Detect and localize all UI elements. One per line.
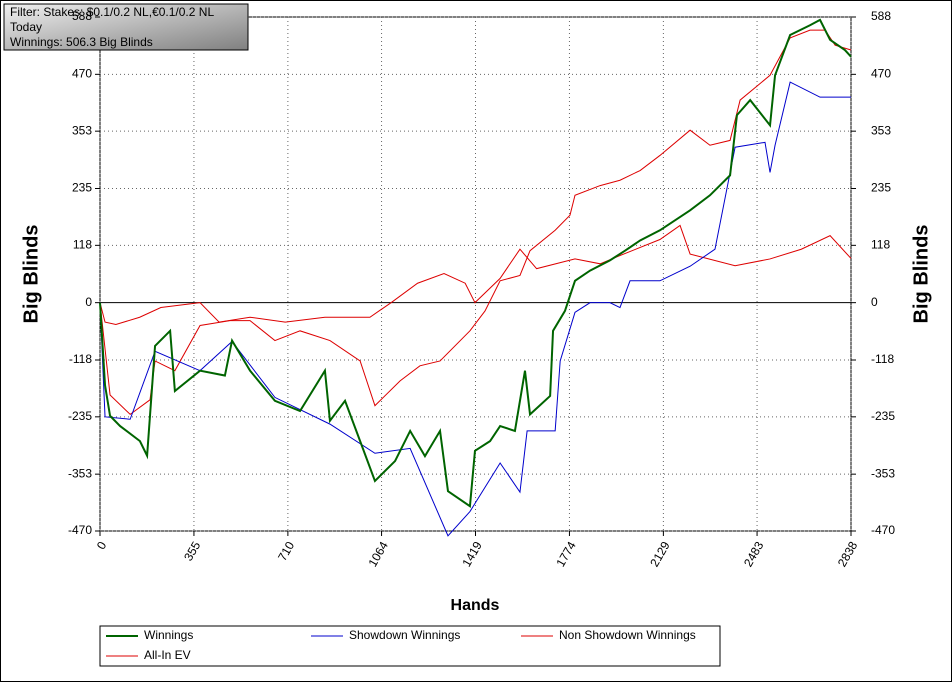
series-line [99, 224, 852, 326]
y2-tick-label: 235 [871, 181, 891, 195]
y-tick-label: 353 [72, 123, 92, 137]
info-line: Winnings: 506.3 Big Blinds [10, 35, 153, 49]
y-tick-label: -353 [68, 466, 92, 480]
y-axis-label: Big Blinds [20, 225, 42, 324]
info-box [3, 3, 249, 51]
y-tick-label: 588 [72, 9, 92, 23]
y2-tick-label: 0 [871, 295, 878, 309]
legend-label: Showdown Winnings [349, 628, 460, 642]
x-axis-label: Hands [451, 597, 500, 614]
legend [99, 625, 721, 667]
y-tick-label: 235 [72, 181, 92, 195]
y2-tick-label: -470 [871, 523, 895, 537]
y2-tick-label: -353 [871, 466, 895, 480]
y-tick-label: 470 [72, 66, 92, 80]
y2-tick-label: -235 [871, 409, 895, 423]
series-line [99, 29, 852, 416]
y-tick-label: -470 [68, 523, 92, 537]
series-line [99, 18, 852, 509]
legend-label: Winnings [144, 628, 193, 642]
info-line: Today [10, 20, 42, 34]
y2-axis-label: Big Blinds [910, 225, 932, 324]
legend-label: Non Showdown Winnings [559, 628, 696, 642]
y-tick-label: -235 [68, 409, 92, 423]
y-tick-label: 0 [85, 295, 92, 309]
y-tick-label: 118 [73, 238, 92, 252]
legend-label: All-In EV [144, 648, 191, 662]
y2-tick-label: 588 [871, 9, 891, 23]
y2-tick-label: 118 [871, 238, 890, 252]
plot [99, 16, 852, 537]
y-tick-label: -118 [69, 352, 92, 366]
info-line: Filter: Stakes: $0.1/0.2 NL,€0.1/0.2 NL [10, 5, 214, 19]
y2-tick-label: -118 [871, 352, 894, 366]
y2-tick-label: 353 [871, 123, 891, 137]
y2-tick-label: 470 [871, 66, 891, 80]
